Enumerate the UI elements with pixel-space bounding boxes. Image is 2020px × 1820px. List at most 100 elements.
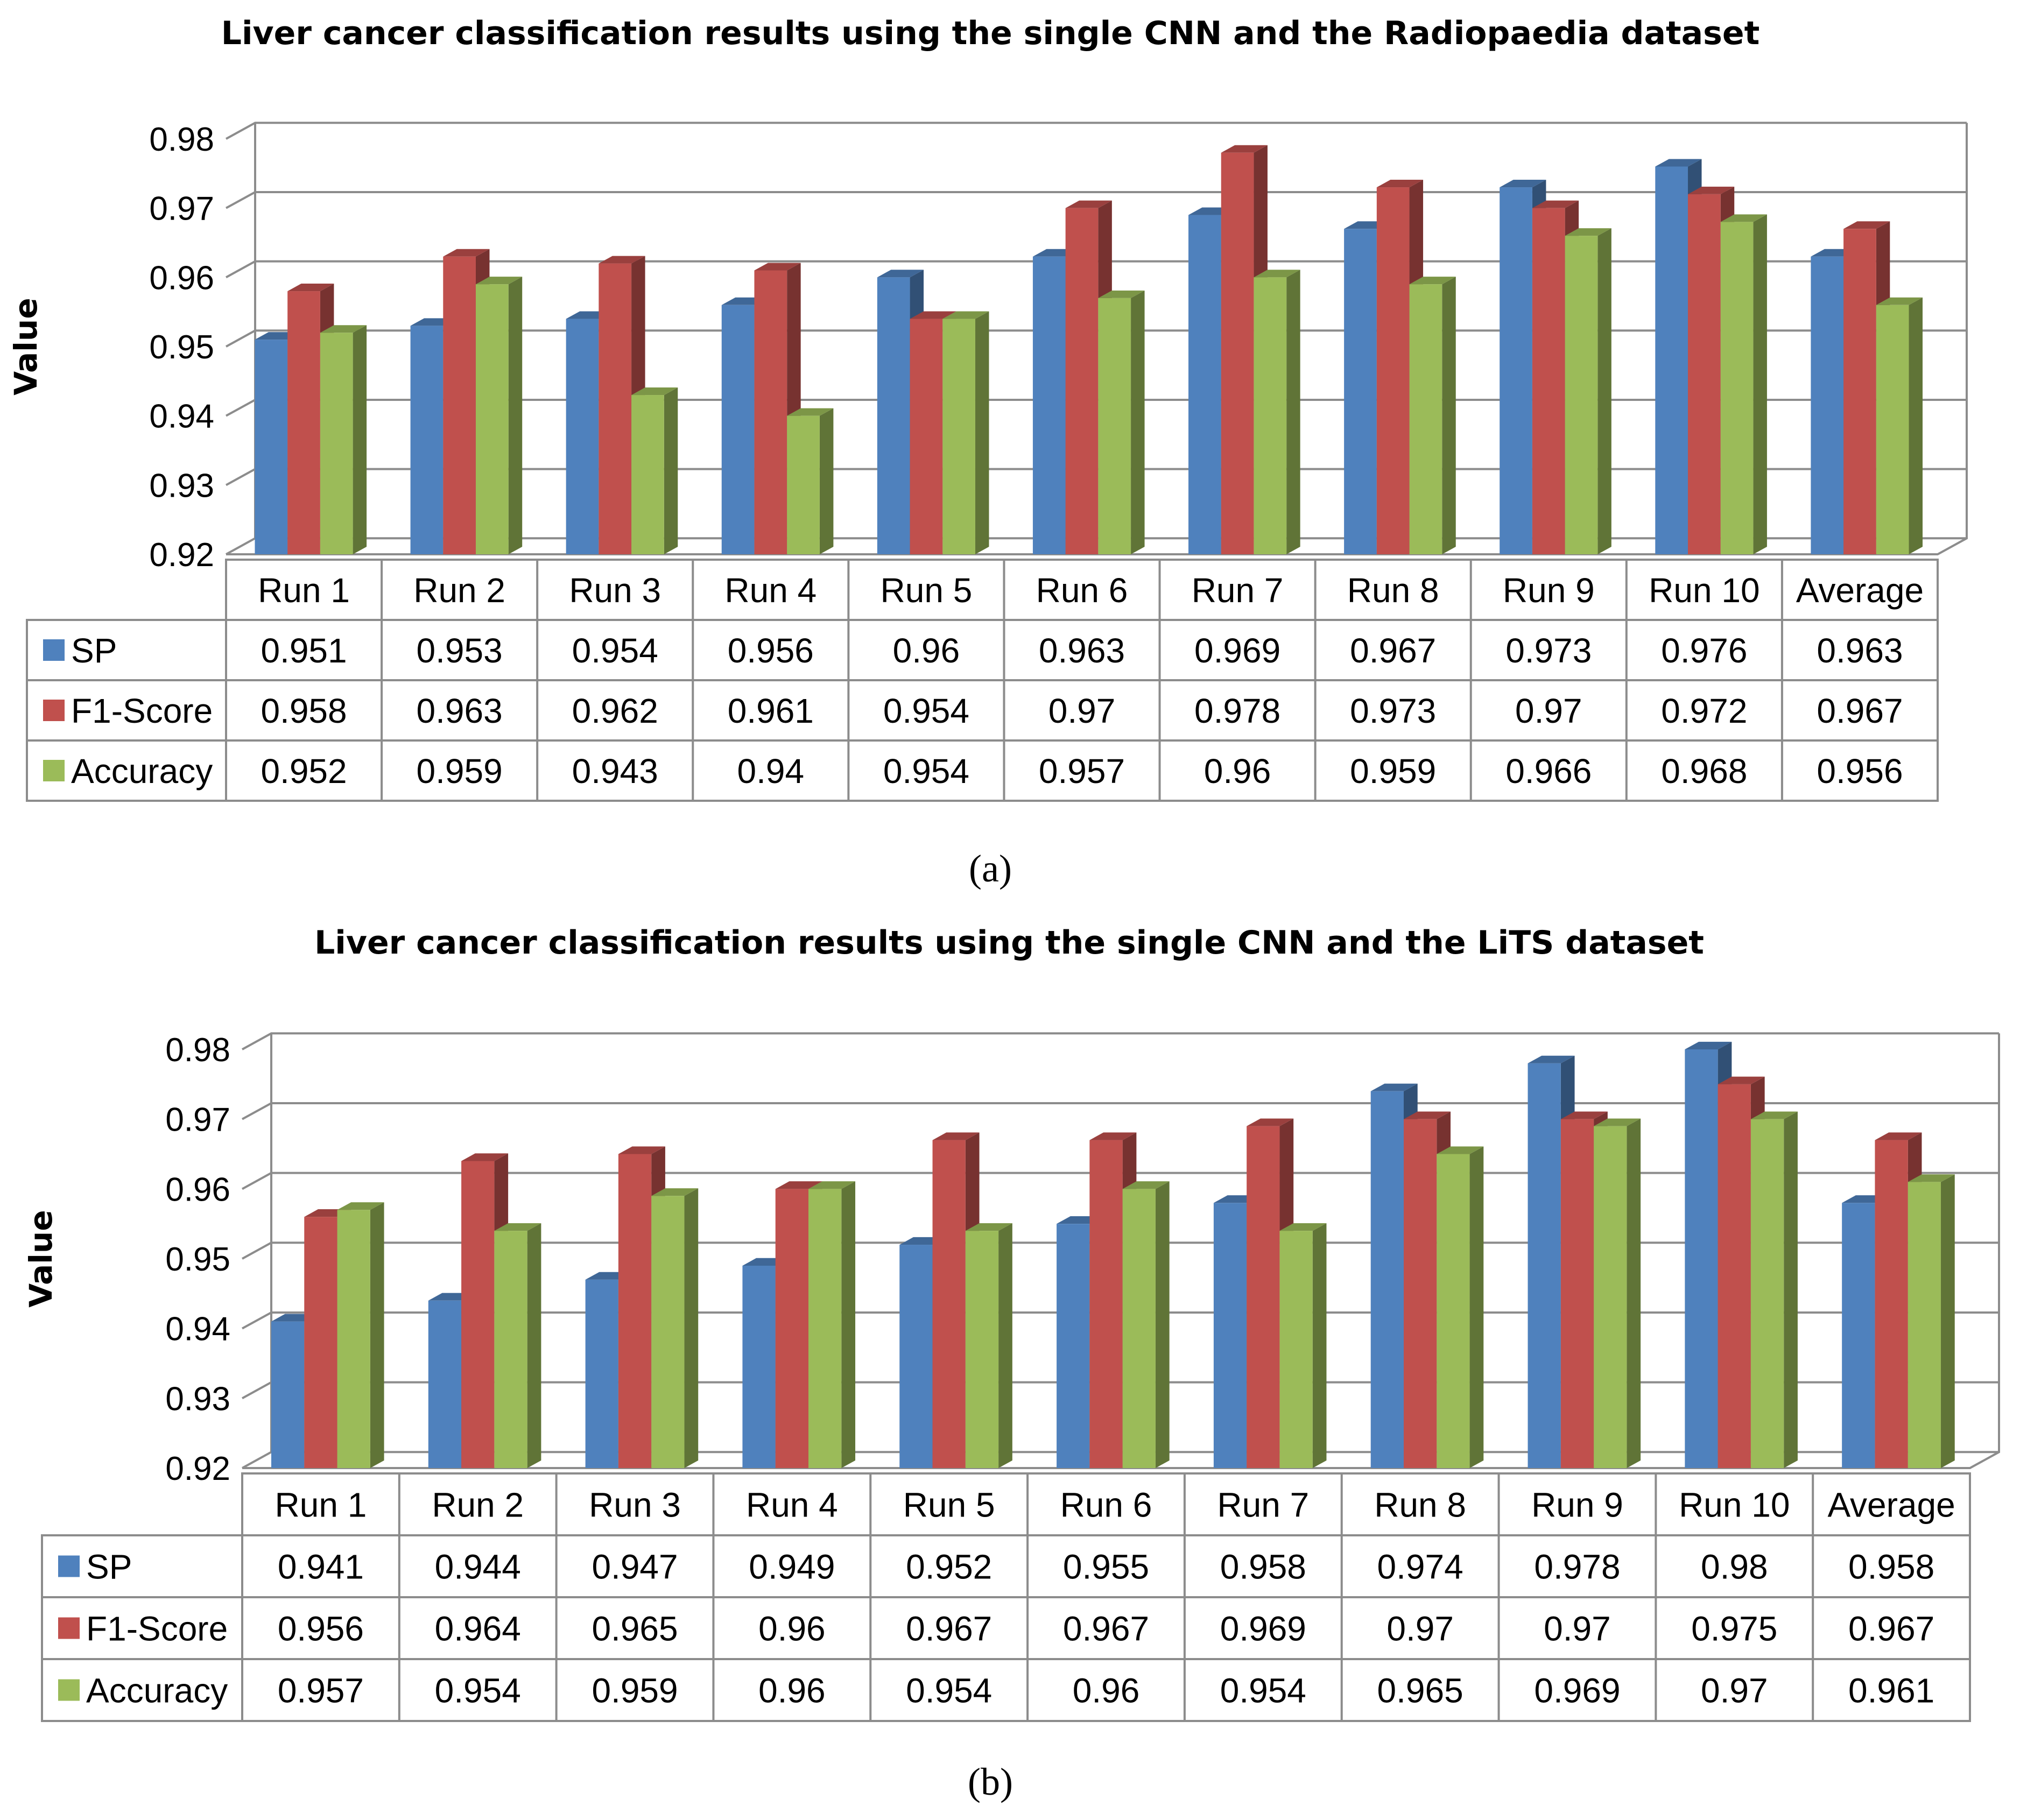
data-label-sp-average: 0.963 [1817, 631, 1903, 670]
bar-top [1247, 1118, 1294, 1126]
bar-front [1188, 215, 1221, 554]
data-label-sp-run-6: 0.963 [1039, 631, 1125, 670]
data-label-accuracy-run-10: 0.97 [1701, 1671, 1768, 1710]
bar-front [1247, 1126, 1280, 1468]
bar-front [742, 1265, 776, 1468]
category-label-run-3: Run 3 [569, 571, 661, 610]
data-label-accuracy-run-3: 0.959 [592, 1671, 678, 1710]
bar-top [1655, 159, 1702, 167]
bar-top [1098, 290, 1145, 298]
data-table: Run 1 Run 2 Run 3 Run 4 Run 5 Run 6 Run 7 Run 8… [26, 559, 1939, 802]
bar-front [1908, 1182, 1941, 1468]
data-label-sp-run-5: 0.96 [893, 631, 960, 670]
bar-top [1688, 186, 1735, 194]
bar-side [1286, 270, 1300, 554]
bar-front [1065, 208, 1099, 555]
bar-front [787, 415, 820, 554]
legend-swatch-f1-score [58, 1617, 80, 1639]
data-label-f1-score-run-3: 0.965 [592, 1610, 678, 1648]
bar-front [1560, 1119, 1594, 1468]
category-label-run-5: Run 5 [903, 1486, 995, 1525]
bar-top [1065, 200, 1112, 208]
data-label-f1-score-run-3: 0.962 [572, 692, 658, 730]
bar-front [1344, 229, 1377, 554]
bar-top [910, 311, 956, 319]
category-label-run-3: Run 3 [589, 1486, 681, 1525]
data-label-f1-score-run-1: 0.956 [278, 1610, 364, 1648]
data-label-accuracy-run-6: 0.96 [1073, 1671, 1140, 1710]
bar-front [1720, 222, 1754, 554]
bar-top [494, 1223, 541, 1231]
bar-front [1718, 1084, 1751, 1468]
category-label-run-4: Run 4 [724, 571, 817, 610]
category-label-average: Average [1827, 1486, 1955, 1525]
bar-front [304, 1217, 337, 1468]
bar-accuracy-run-4 [808, 1181, 856, 1468]
bar-side [508, 277, 523, 554]
bar-accuracy-run-4 [787, 408, 834, 554]
bar-front [775, 1189, 809, 1468]
data-label-f1-score-run-8: 0.97 [1386, 1610, 1454, 1648]
data-label-sp-run-2: 0.944 [435, 1548, 521, 1586]
bar-accuracy-run-6 [1122, 1181, 1170, 1468]
bar-top [1843, 221, 1890, 229]
data-label-sp-run-10: 0.98 [1701, 1548, 1768, 1586]
bar-front [754, 270, 787, 554]
bar-accuracy-run-9 [1565, 228, 1611, 555]
bar-front [1409, 284, 1442, 554]
bar-front [1685, 1049, 1718, 1468]
bar-top [1876, 297, 1923, 305]
bar-front [1254, 277, 1287, 554]
bar-front [1376, 187, 1410, 555]
bar-top [1376, 180, 1424, 188]
y-tick-label: 0.94 [165, 1311, 230, 1348]
data-label-accuracy-run-9: 0.969 [1534, 1671, 1620, 1710]
bar-front [494, 1231, 527, 1468]
bar-top [1089, 1132, 1137, 1140]
figure-caption: (b) [968, 1760, 1013, 1803]
data-label-sp-run-6: 0.955 [1063, 1548, 1149, 1586]
bar-side [353, 325, 367, 554]
bar-top [787, 408, 834, 416]
bar-accuracy-run-3 [631, 387, 678, 554]
bar-front [1811, 256, 1844, 554]
bar-front [1370, 1091, 1404, 1468]
data-label-accuracy-run-2: 0.954 [435, 1671, 521, 1710]
bar-top [337, 1202, 384, 1210]
legend-swatch-f1-score [43, 700, 65, 721]
data-label-accuracy-run-8: 0.959 [1350, 752, 1436, 791]
y-tick-label: 0.95 [165, 1241, 230, 1278]
bar-front [1213, 1203, 1247, 1468]
category-label-run-8: Run 8 [1347, 571, 1439, 610]
bar-side [664, 387, 678, 554]
chart-b: Liver cancer classification results usin… [23, 924, 2000, 1803]
y-axis-label: Value [23, 1210, 59, 1307]
bar-front [1437, 1154, 1470, 1468]
bar-front [1403, 1119, 1437, 1468]
category-label-run-10: Run 10 [1649, 571, 1759, 610]
bar-front [631, 395, 664, 554]
data-label-sp-run-8: 0.967 [1350, 631, 1436, 670]
data-label-f1-score-run-8: 0.973 [1350, 692, 1436, 730]
data-label-f1-score-run-5: 0.967 [906, 1610, 992, 1648]
bar-front [721, 305, 755, 554]
y-tick-label: 0.93 [149, 467, 214, 504]
bar-front [1032, 256, 1066, 554]
bar-top [1409, 277, 1456, 285]
bar-top [1560, 1111, 1608, 1119]
bar-front [651, 1196, 685, 1468]
data-label-f1-score-run-4: 0.961 [728, 692, 814, 730]
data-label-accuracy-run-1: 0.957 [278, 1671, 364, 1710]
bar-top [1122, 1181, 1170, 1189]
bar-front [255, 340, 288, 554]
bar-front [461, 1161, 495, 1468]
legend-swatch-sp [43, 639, 65, 661]
y-tick-label: 0.97 [165, 1102, 230, 1139]
bar-top [877, 270, 924, 278]
data-label-sp-run-7: 0.969 [1194, 631, 1280, 670]
y-tick-label: 0.96 [149, 259, 214, 297]
bar-front [566, 319, 599, 554]
bar-side [527, 1223, 541, 1468]
bar-front [1565, 236, 1598, 555]
bar-side [1442, 277, 1456, 554]
